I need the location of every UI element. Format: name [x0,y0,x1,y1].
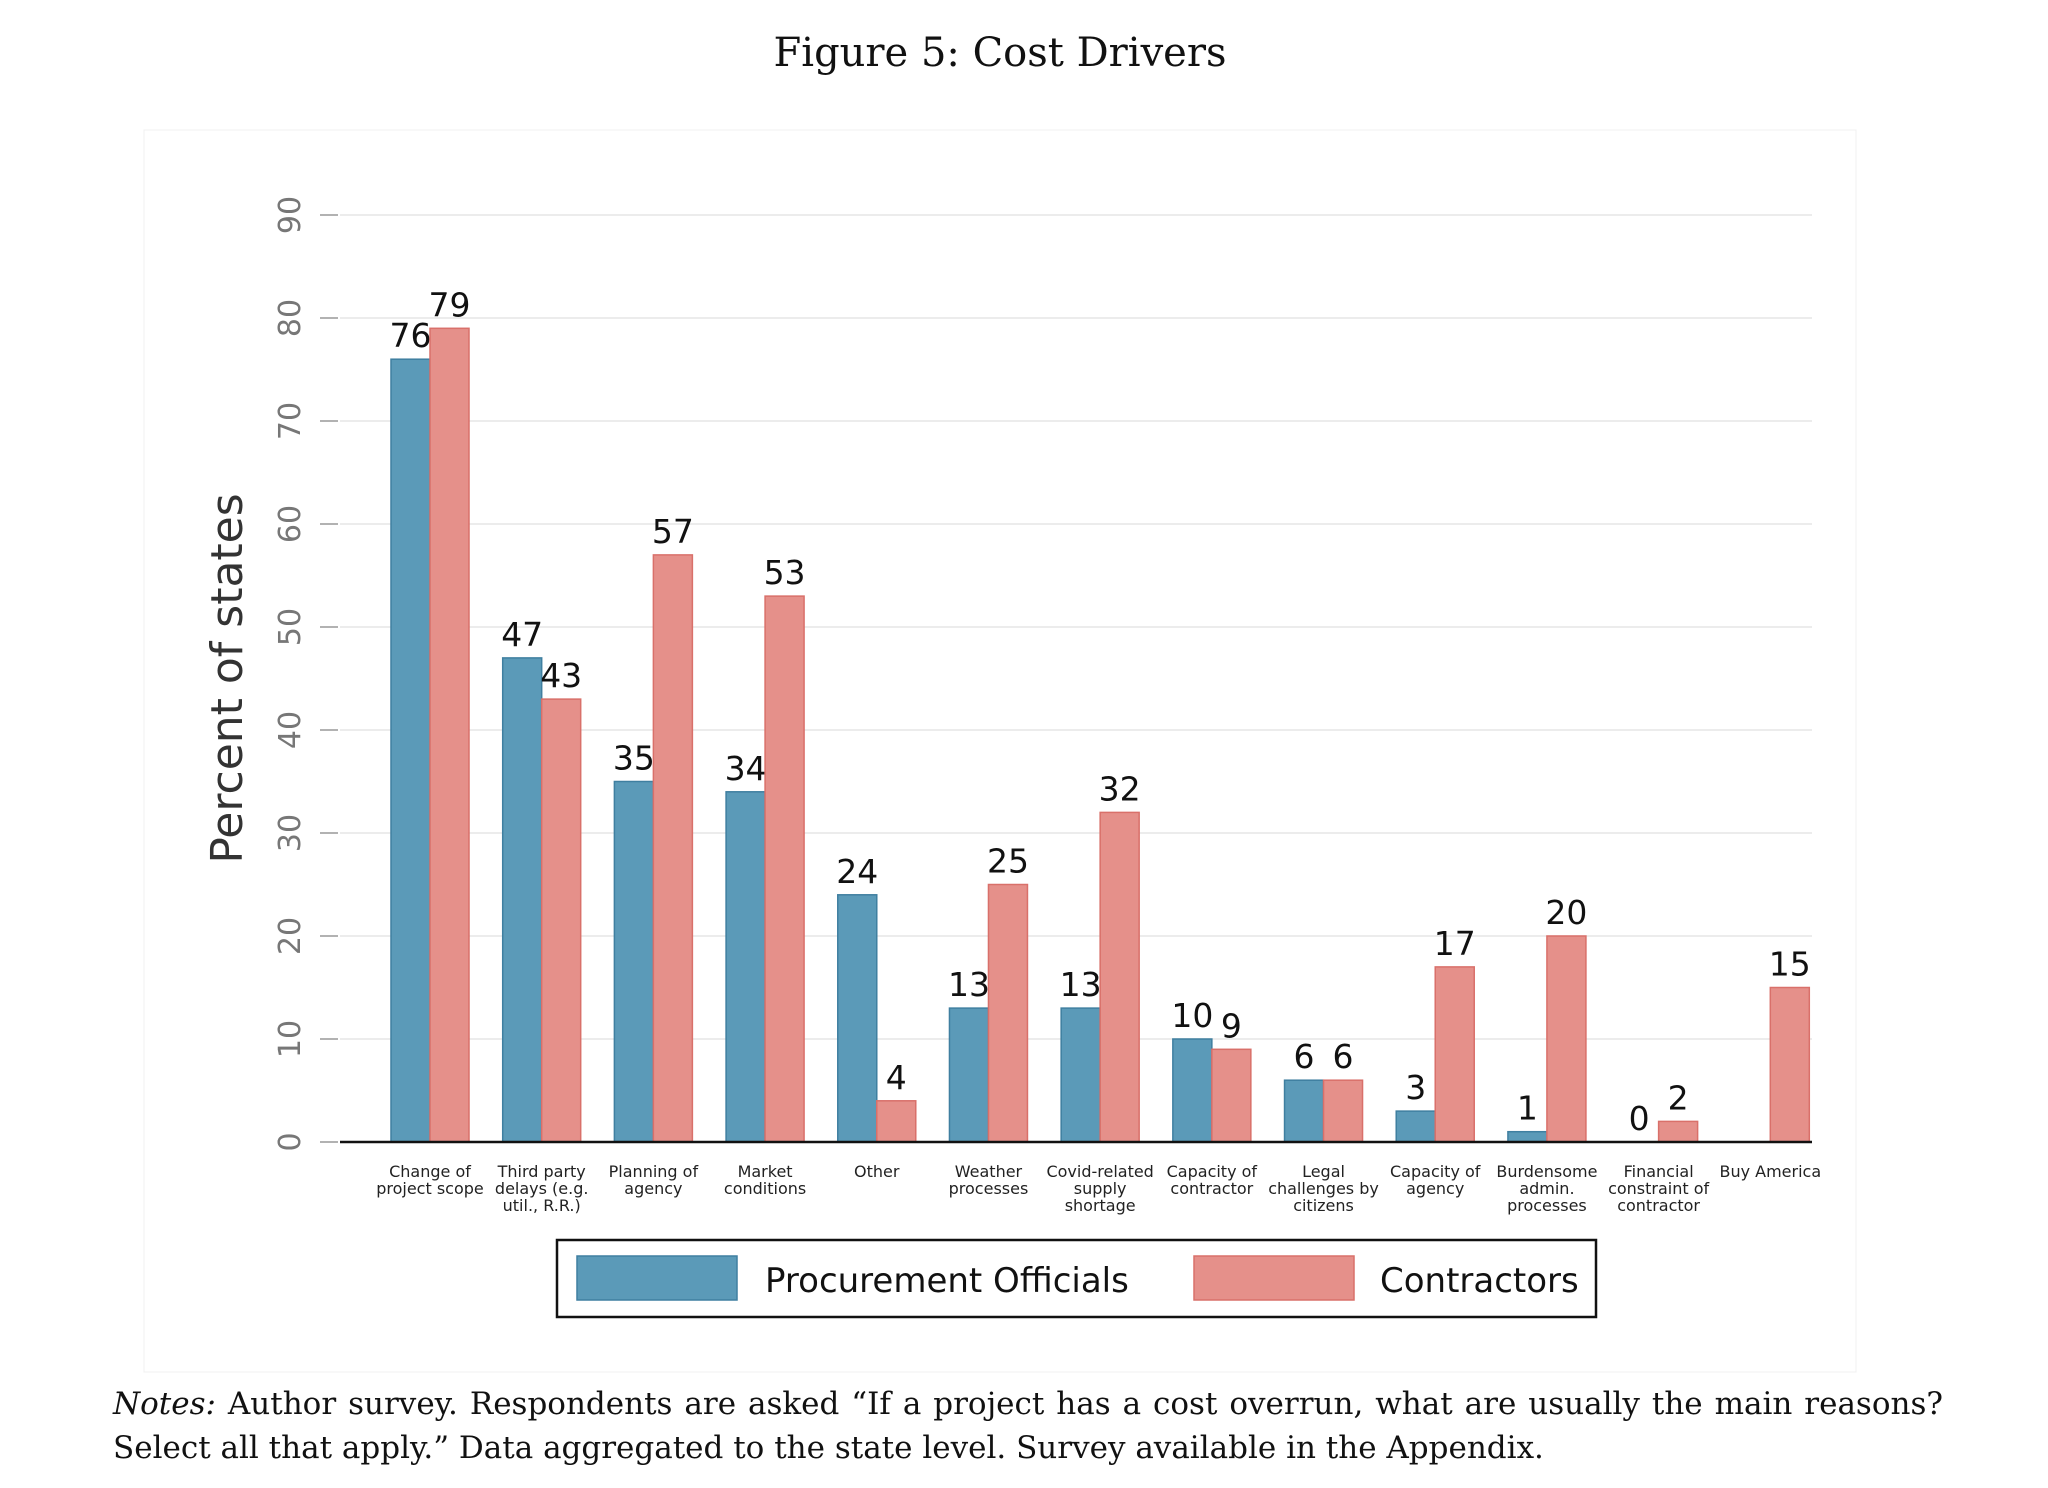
x-tick-label: agency [624,1179,682,1198]
bar-value-label: 57 [652,512,694,551]
bar-contractors [1099,811,1140,1143]
figure-title: Figure 5: Cost Drivers [773,30,1227,76]
bar-contractors [1322,1079,1364,1143]
x-tick-label: admin. [1519,1179,1574,1198]
x-tick-label: contractor [1617,1196,1700,1215]
x-tick-label: supply [1074,1179,1127,1198]
x-tick-label: delays (e.g. [495,1179,589,1198]
bar-contractors [652,554,694,1143]
bar-contractors [1769,986,1811,1143]
x-tick-label: Market [738,1162,793,1181]
x-tick-label: processes [949,1179,1029,1198]
x-tick-label: Change of [389,1162,471,1181]
bar-value-label: 79 [429,285,471,324]
bar-contractors [987,883,1029,1143]
bar-value-label: 32 [1099,769,1141,808]
x-tick-label: Covid-related [1046,1162,1153,1181]
legend-label: Procurement Officials [765,1261,1129,1301]
bar-contractors [1434,966,1475,1143]
y-tick-label: 80 [273,299,308,337]
x-tick-label: Burdensome [1496,1162,1597,1181]
y-tick-label: 40 [273,711,308,749]
notes-text: Author survey. Respondents are asked “If… [113,1386,1943,1466]
bar-procurement-officials [725,791,766,1143]
bar-value-label: 4 [886,1058,907,1097]
bar-contractors [1211,1048,1252,1143]
y-tick-label: 0 [273,1132,308,1151]
bar-procurement-officials [613,780,655,1143]
bar-contractors [876,1100,917,1143]
x-tick-label: Weather [955,1162,1023,1181]
bar-value-label: 3 [1405,1068,1426,1107]
bar-value-label: 6 [1333,1037,1354,1076]
legend-swatch-procurement-officials [576,1255,738,1301]
bar-value-label: 34 [725,749,767,788]
y-tick-label: 50 [273,608,308,646]
bar-value-label: 2 [1668,1078,1689,1117]
bar-procurement-officials [390,358,431,1143]
bar-value-label: 1 [1517,1089,1538,1128]
x-tick-label: project scope [376,1179,484,1198]
bar-value-label: 20 [1545,893,1587,932]
bar-contractors [429,327,470,1143]
x-tick-label: Buy America [1719,1162,1821,1181]
bar-procurement-officials [837,894,878,1143]
x-tick-label: Capacity of [1390,1162,1481,1181]
bar-contractors [1546,935,1587,1143]
bar-contractors [764,595,805,1143]
bar-procurement-officials [501,657,543,1143]
x-tick-label: constraint of [1608,1179,1709,1198]
x-tick-label: agency [1406,1179,1464,1198]
bar-value-label: 25 [987,842,1029,881]
bar-procurement-officials [1395,1110,1436,1143]
bar-value-label: 6 [1294,1037,1315,1076]
bar-value-label: 17 [1434,924,1476,963]
bar-value-label: 13 [948,965,990,1004]
x-tick-label: Financial [1624,1162,1694,1181]
bar-procurement-officials [1060,1007,1101,1143]
bar-value-label: 35 [613,739,655,778]
x-tick-label: Third party [497,1162,586,1181]
bar-value-label: 13 [1060,965,1102,1004]
bar-value-label: 24 [836,852,878,891]
y-tick-label: 10 [273,1020,308,1058]
bar-contractors [1657,1120,1699,1143]
y-tick-label: 20 [273,917,308,955]
bar-value-label: 43 [540,656,582,695]
legend: Procurement Officials Contractors [555,1238,1598,1319]
y-axis-label: Percent of states [202,493,253,863]
legend-label: Contractors [1380,1261,1579,1301]
bar-value-label: 76 [390,316,432,355]
x-tick-label: conditions [724,1179,806,1198]
bar-procurement-officials [948,1007,990,1143]
bar-procurement-officials [1507,1130,1548,1143]
y-tick-label: 90 [273,196,308,234]
y-tick-label: 70 [273,402,308,440]
x-tick-label: shortage [1065,1196,1136,1215]
bar-value-label: 47 [501,615,543,654]
notes-label: Notes: [113,1386,216,1422]
legend-swatch-contractors [1193,1255,1355,1301]
bar-value-label: 9 [1221,1006,1242,1045]
figure-notes: Notes: Author survey. Respondents are as… [113,1382,1943,1470]
x-tick-label: citizens [1293,1196,1354,1215]
bar-value-label: 0 [1629,1099,1650,1138]
y-tick-label: 30 [273,814,308,852]
bar-value-label: 10 [1171,996,1213,1035]
x-tick-label: util., R.R.) [503,1196,581,1215]
bar-contractors [540,698,582,1143]
bar-procurement-officials [1283,1079,1325,1143]
x-tick-label: processes [1507,1196,1587,1215]
x-tick-label: Legal [1302,1162,1345,1181]
x-tick-label: Capacity of [1167,1162,1258,1181]
bar-value-label: 53 [764,553,806,592]
bar-value-label: 15 [1769,945,1811,984]
y-tick-label: 60 [273,505,308,543]
x-tick-label: Other [854,1162,900,1181]
x-tick-label: challenges by [1268,1179,1379,1198]
bar-procurement-officials [1172,1038,1213,1143]
x-tick-label: contractor [1170,1179,1253,1198]
x-tick-label: Planning of [609,1162,699,1181]
